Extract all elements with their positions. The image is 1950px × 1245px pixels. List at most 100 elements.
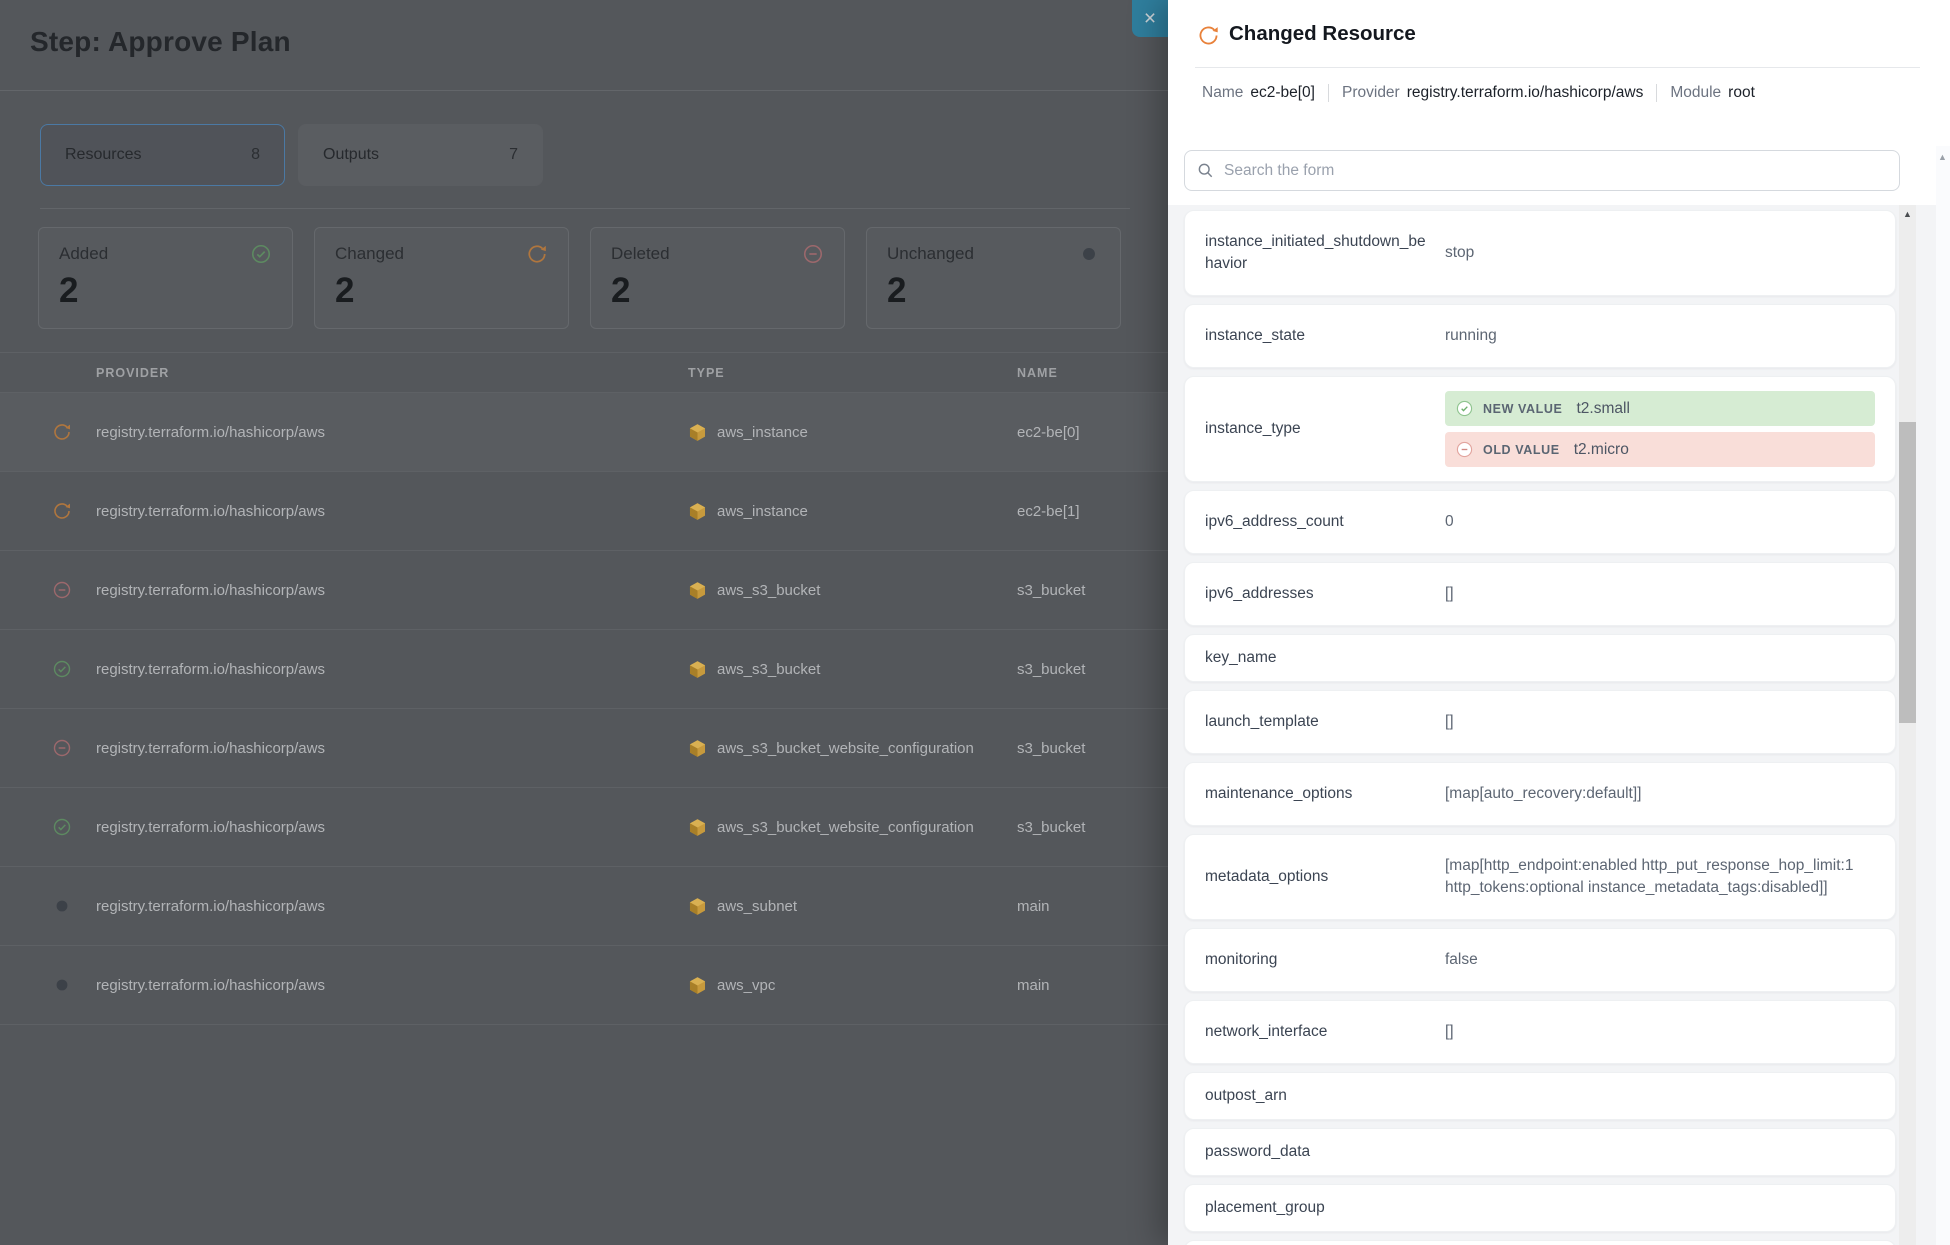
attribute-row: metadata_options [map[http_endpoint:enab… — [1184, 834, 1896, 920]
attribute-key: launch_template — [1205, 713, 1319, 730]
type-cell: aws_s3_bucket — [688, 581, 1017, 600]
provider-cell: registry.terraform.io/hashicorp/aws — [96, 503, 688, 520]
type-cell: aws_s3_bucket — [688, 660, 1017, 679]
table-row[interactable]: registry.terraform.io/hashicorp/aws aws_… — [0, 709, 1168, 788]
unchanged-dot-icon — [1078, 243, 1100, 265]
meta-label: Name — [1202, 84, 1244, 101]
drawer-close-button[interactable]: × — [1132, 0, 1168, 37]
unchanged-dot-icon — [1083, 248, 1095, 260]
attribute-value: [map[auto_recovery:default]] — [1445, 785, 1642, 802]
table-row[interactable]: registry.terraform.io/hashicorp/aws aws_… — [0, 630, 1168, 709]
type-text: aws_vpc — [717, 976, 776, 994]
attribute-key: placement_group — [1205, 1199, 1325, 1216]
aws-resource-icon — [689, 976, 706, 994]
attribute-key: metadata_options — [1205, 868, 1329, 885]
name-text: s3_bucket — [1017, 739, 1086, 757]
inner-scrollbar-track[interactable] — [1899, 205, 1916, 1245]
inner-scrollbar-thumb[interactable] — [1899, 422, 1916, 723]
table-row[interactable]: registry.terraform.io/hashicorp/aws aws_… — [0, 393, 1168, 472]
type-cell: aws_vpc — [688, 976, 1017, 995]
aws-resource-icon — [689, 581, 706, 599]
attribute-row: outpost_arn — [1184, 1072, 1896, 1120]
attribute-row: launch_template [] — [1184, 690, 1896, 754]
type-text: aws_s3_bucket_website_configuration — [717, 818, 974, 836]
summary-card-changed: Changed 2 — [314, 227, 569, 329]
attribute-row: ipv6_addresses [] — [1184, 562, 1896, 626]
deleted-minus-icon — [52, 580, 72, 600]
changed-resource-drawer: Changed Resource Name ec2-be[0] Provider… — [1168, 0, 1950, 1245]
attribute-value: running — [1445, 327, 1497, 344]
close-icon: × — [1143, 6, 1157, 30]
attribute-value: [map[http_endpoint:enabled http_put_resp… — [1445, 857, 1854, 896]
aws-resource-icon — [689, 423, 706, 441]
tab-bar: Resources 8 Outputs 7 — [40, 124, 543, 186]
changed-refresh-icon — [1199, 26, 1218, 45]
attribute-key: instance_type — [1205, 420, 1301, 437]
provider-text: registry.terraform.io/hashicorp/aws — [96, 660, 325, 678]
name-text: s3_bucket — [1017, 818, 1086, 836]
attribute-row: placement_group — [1184, 1184, 1896, 1232]
added-check-icon — [52, 817, 72, 837]
type-cell: aws_subnet — [688, 897, 1017, 916]
type-cell: aws_instance — [688, 502, 1017, 521]
attribute-row: maintenance_options [map[auto_recovery:d… — [1184, 762, 1896, 826]
search-input[interactable] — [1222, 160, 1887, 181]
tab-label: Outputs — [323, 146, 380, 163]
meta-item: Module root — [1657, 84, 1768, 102]
resource-table: registry.terraform.io/hashicorp/aws aws_… — [0, 393, 1168, 1025]
attribute-row: instance_state running — [1184, 304, 1896, 368]
provider-cell: registry.terraform.io/hashicorp/aws — [96, 582, 688, 599]
tab-resources[interactable]: Resources 8 — [40, 124, 285, 186]
summary-card-added: Added 2 — [38, 227, 293, 329]
type-text: aws_s3_bucket — [717, 581, 821, 599]
outer-scroll-up-icon[interactable]: ▲ — [1938, 152, 1947, 162]
tab-count-badge: 8 — [251, 146, 260, 163]
table-row[interactable]: registry.terraform.io/hashicorp/aws aws_… — [0, 472, 1168, 551]
type-text: aws_s3_bucket — [717, 660, 821, 678]
meta-item: Provider registry.terraform.io/hashicorp… — [1329, 84, 1658, 102]
outer-scrollbar-track[interactable] — [1936, 146, 1950, 1245]
tab-outputs[interactable]: Outputs 7 — [298, 124, 543, 186]
unchanged-dot-icon — [52, 975, 72, 995]
provider-cell: registry.terraform.io/hashicorp/aws — [96, 661, 688, 678]
scroll-up-icon[interactable]: ▲ — [1903, 209, 1912, 219]
search-icon — [1198, 163, 1213, 178]
attribute-row: ipv6_address_count 0 — [1184, 490, 1896, 554]
added-check-icon — [53, 660, 71, 678]
col-name: NAME — [1017, 365, 1058, 380]
table-row[interactable]: registry.terraform.io/hashicorp/aws aws_… — [0, 946, 1168, 1025]
attribute-row: instance_type NEW VALUE t2.small OLD VAL… — [1184, 376, 1896, 482]
meta-item: Name ec2-be[0] — [1189, 84, 1329, 102]
summary-count: 2 — [335, 271, 355, 310]
table-row[interactable]: registry.terraform.io/hashicorp/aws aws_… — [0, 551, 1168, 630]
changed-refresh-icon — [54, 503, 70, 519]
meta-value: ec2-be[0] — [1250, 84, 1315, 101]
summary-cards: Added 2 Changed — [38, 227, 1121, 329]
attribute-key: network_interface — [1205, 1023, 1328, 1040]
old-value-text: t2.micro — [1573, 440, 1629, 458]
aws-resource-icon — [689, 897, 706, 915]
table-row[interactable]: registry.terraform.io/hashicorp/aws aws_… — [0, 867, 1168, 946]
summary-label: Changed — [335, 244, 405, 263]
added-check-icon — [250, 243, 272, 265]
type-cell: aws_instance — [688, 423, 1017, 442]
table-row[interactable]: registry.terraform.io/hashicorp/aws aws_… — [0, 788, 1168, 867]
attribute-key: maintenance_options — [1205, 785, 1353, 802]
new-value-text: t2.small — [1576, 399, 1630, 417]
attribute-value: false — [1445, 951, 1478, 968]
unchanged-dot-icon — [52, 896, 72, 916]
divider — [1195, 67, 1920, 68]
new-value-label: NEW VALUE — [1483, 401, 1563, 416]
summary-count: 2 — [611, 271, 631, 310]
deleted-minus-icon — [53, 739, 71, 757]
deleted-minus-icon — [802, 243, 824, 265]
old-value-banner: OLD VALUE t2.micro — [1445, 432, 1875, 467]
attribute-key: ipv6_addresses — [1205, 585, 1314, 602]
provider-cell: registry.terraform.io/hashicorp/aws — [96, 977, 688, 994]
deleted-minus-icon — [1456, 441, 1473, 458]
provider-cell: registry.terraform.io/hashicorp/aws — [96, 424, 688, 441]
provider-text: registry.terraform.io/hashicorp/aws — [96, 502, 325, 520]
unchanged-dot-icon — [56, 900, 68, 912]
added-check-icon — [1456, 400, 1473, 417]
